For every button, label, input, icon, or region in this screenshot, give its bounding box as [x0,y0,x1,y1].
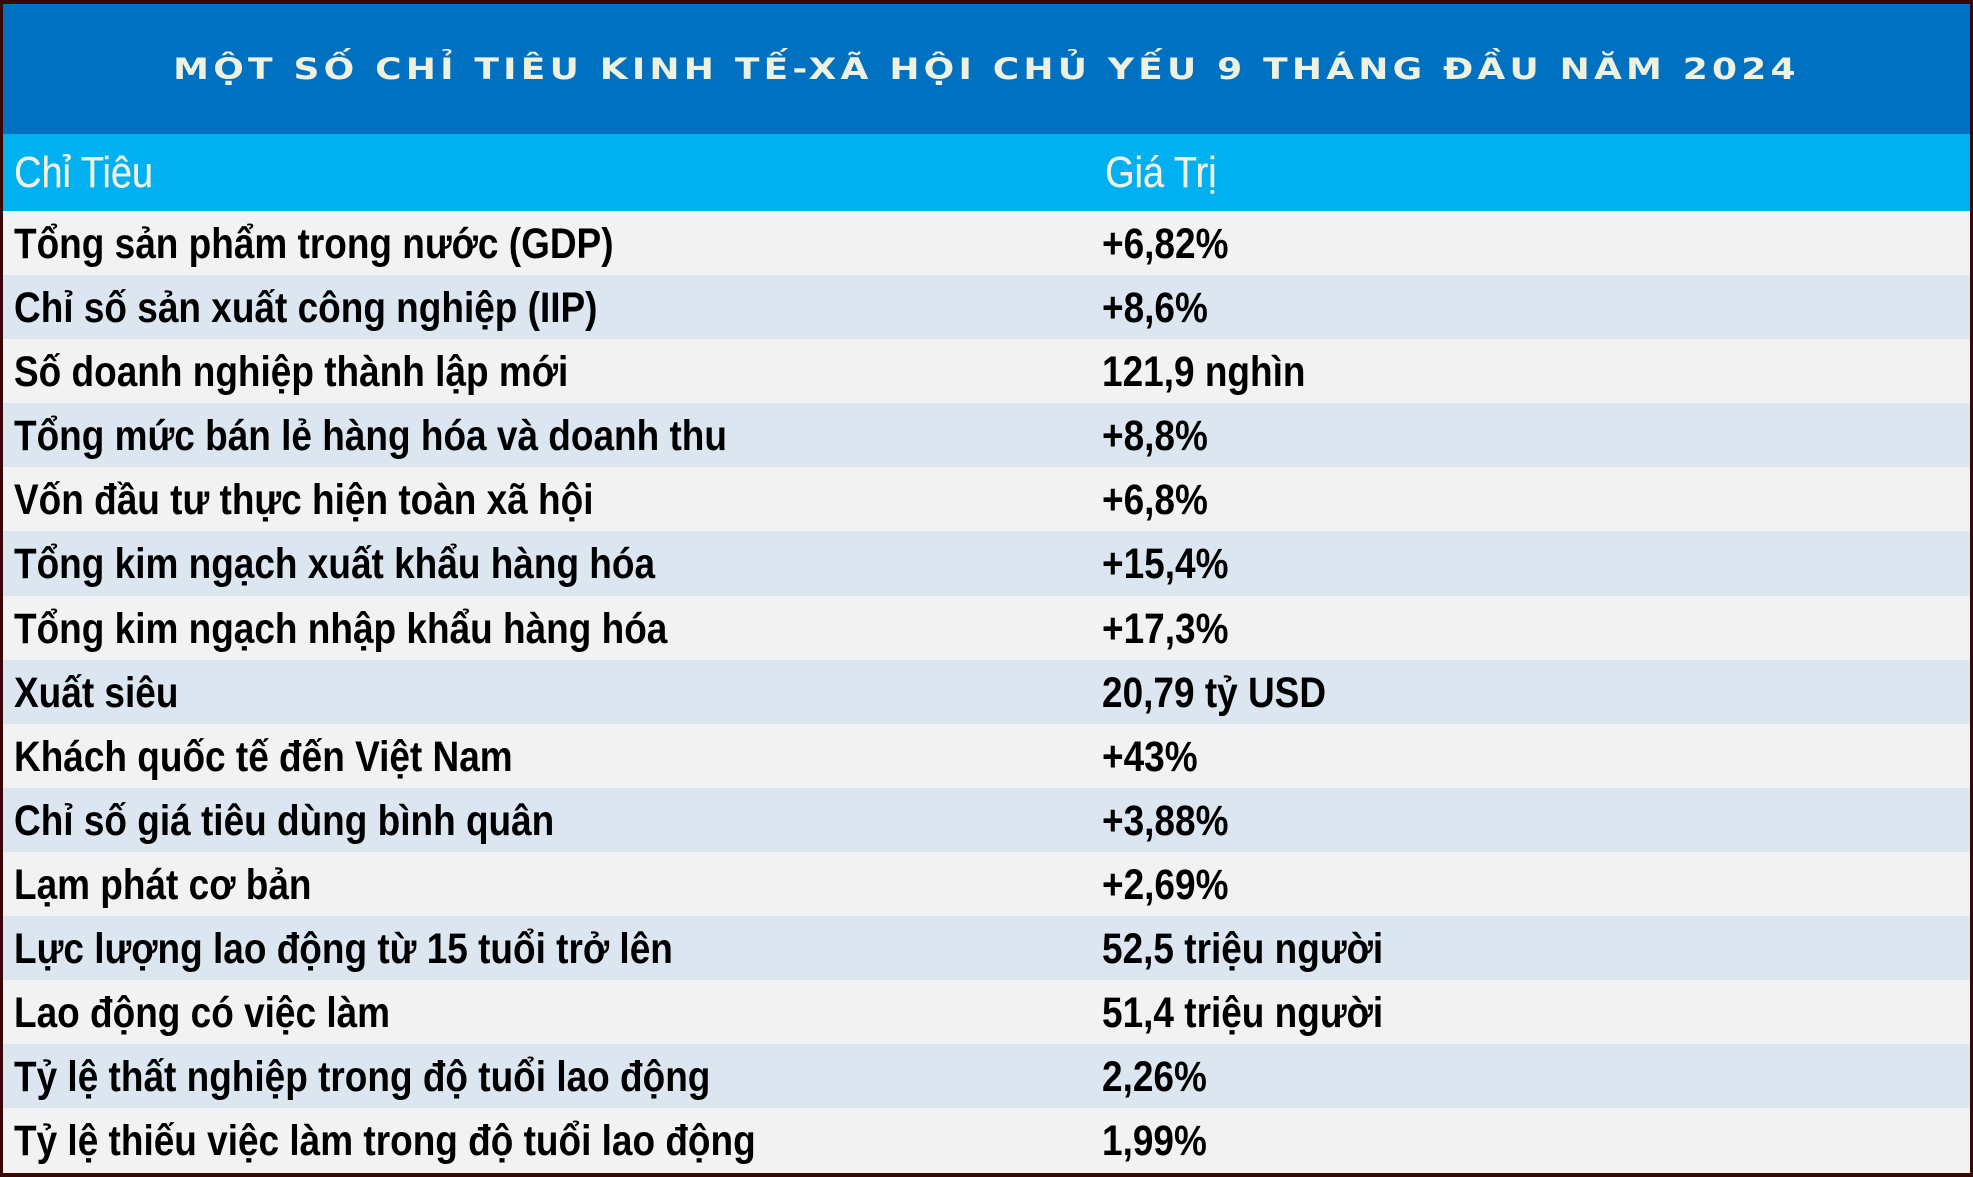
indicator-cell: Tổng sản phẩm trong nước (GDP) [14,220,614,268]
value-cell: +6,8% [1102,476,1208,525]
table-row: Chỉ số sản xuất công nghiệp (IIP) +8,6% [3,275,1970,340]
table-row: Chỉ số giá tiêu dùng bình quân +3,88% [3,787,1970,852]
value-cell: 51,4 triệu người [1102,989,1384,1038]
indicator-cell: Tổng kim ngạch nhập khẩu hàng hóa [14,604,668,653]
value-cell: 20,79 tỷ USD [1102,668,1327,717]
indicator-cell: Số doanh nghiệp thành lập mới [14,348,569,397]
page-title: MỘT SỐ CHỈ TIÊU KINH TẾ-XÃ HỘI CHỦ YẾU 9… [173,52,1800,86]
indicator-cell: Vốn đầu tư thực hiện toàn xã hội [14,476,594,525]
table-row: Tỷ lệ thất nghiệp trong độ tuổi lao động… [3,1044,1970,1109]
indicator-cell: Khách quốc tế đến Việt Nam [14,732,513,781]
table-row: Lực lượng lao động từ 15 tuổi trở lên 52… [3,916,1970,981]
value-cell: 2,26% [1102,1053,1207,1102]
table-body: Tổng sản phẩm trong nước (GDP) +6,82% Ch… [3,211,1970,1173]
value-cell: +17,3% [1102,604,1229,653]
column-header-indicator: Chỉ Tiêu [14,148,153,197]
indicator-cell: Lực lượng lao động từ 15 tuổi trở lên [14,925,673,974]
table-header: Chỉ Tiêu Giá Trị [3,134,1970,211]
indicator-cell: Lạm phát cơ bản [14,860,312,909]
value-cell: +6,82% [1102,220,1229,268]
value-cell: +8,6% [1102,284,1208,333]
infographic-table: MỘT SỐ CHỈ TIÊU KINH TẾ-XÃ HỘI CHỦ YẾU 9… [3,4,1970,1173]
table-row: Tổng kim ngạch nhập khẩu hàng hóa +17,3% [3,595,1970,660]
table-row: Tổng kim ngạch xuất khẩu hàng hóa +15,4% [3,531,1970,596]
table-row: Tổng mức bán lẻ hàng hóa và doanh thu +8… [3,403,1970,468]
value-cell: +15,4% [1102,540,1229,589]
table-row: Lao động có việc làm 51,4 triệu người [3,980,1970,1045]
indicator-cell: Tổng kim ngạch xuất khẩu hàng hóa [14,540,656,589]
value-cell: +43% [1102,732,1198,781]
title-banner: MỘT SỐ CHỈ TIÊU KINH TẾ-XÃ HỘI CHỦ YẾU 9… [3,4,1970,134]
indicator-cell: Tổng mức bán lẻ hàng hóa và doanh thu [14,412,727,461]
table-row: Vốn đầu tư thực hiện toàn xã hội +6,8% [3,467,1970,532]
table-row: Tổng sản phẩm trong nước (GDP) +6,82% [3,211,1970,276]
table-row: Khách quốc tế đến Việt Nam +43% [3,723,1970,788]
value-cell: 1,99% [1102,1117,1207,1166]
table-row: Xuất siêu 20,79 tỷ USD [3,659,1970,724]
value-cell: 121,9 nghìn [1102,348,1306,397]
value-cell: +3,88% [1102,796,1229,845]
table-row: Tỷ lệ thiếu việc làm trong độ tuổi lao đ… [3,1108,1970,1173]
indicator-cell: Xuất siêu [14,668,179,717]
indicator-cell: Tỷ lệ thất nghiệp trong độ tuổi lao động [14,1053,711,1102]
table-row: Lạm phát cơ bản +2,69% [3,851,1970,917]
column-header-value: Giá Trị [1105,148,1217,197]
value-cell: +2,69% [1102,860,1229,909]
indicator-cell: Chỉ số sản xuất công nghiệp (IIP) [14,284,598,333]
table-row: Số doanh nghiệp thành lập mới 121,9 nghì… [3,339,1970,404]
indicator-cell: Tỷ lệ thiếu việc làm trong độ tuổi lao đ… [14,1117,756,1166]
indicator-cell: Lao động có việc làm [14,989,391,1038]
indicator-cell: Chỉ số giá tiêu dùng bình quân [14,796,555,845]
value-cell: +8,8% [1102,412,1208,461]
value-cell: 52,5 triệu người [1102,925,1384,974]
